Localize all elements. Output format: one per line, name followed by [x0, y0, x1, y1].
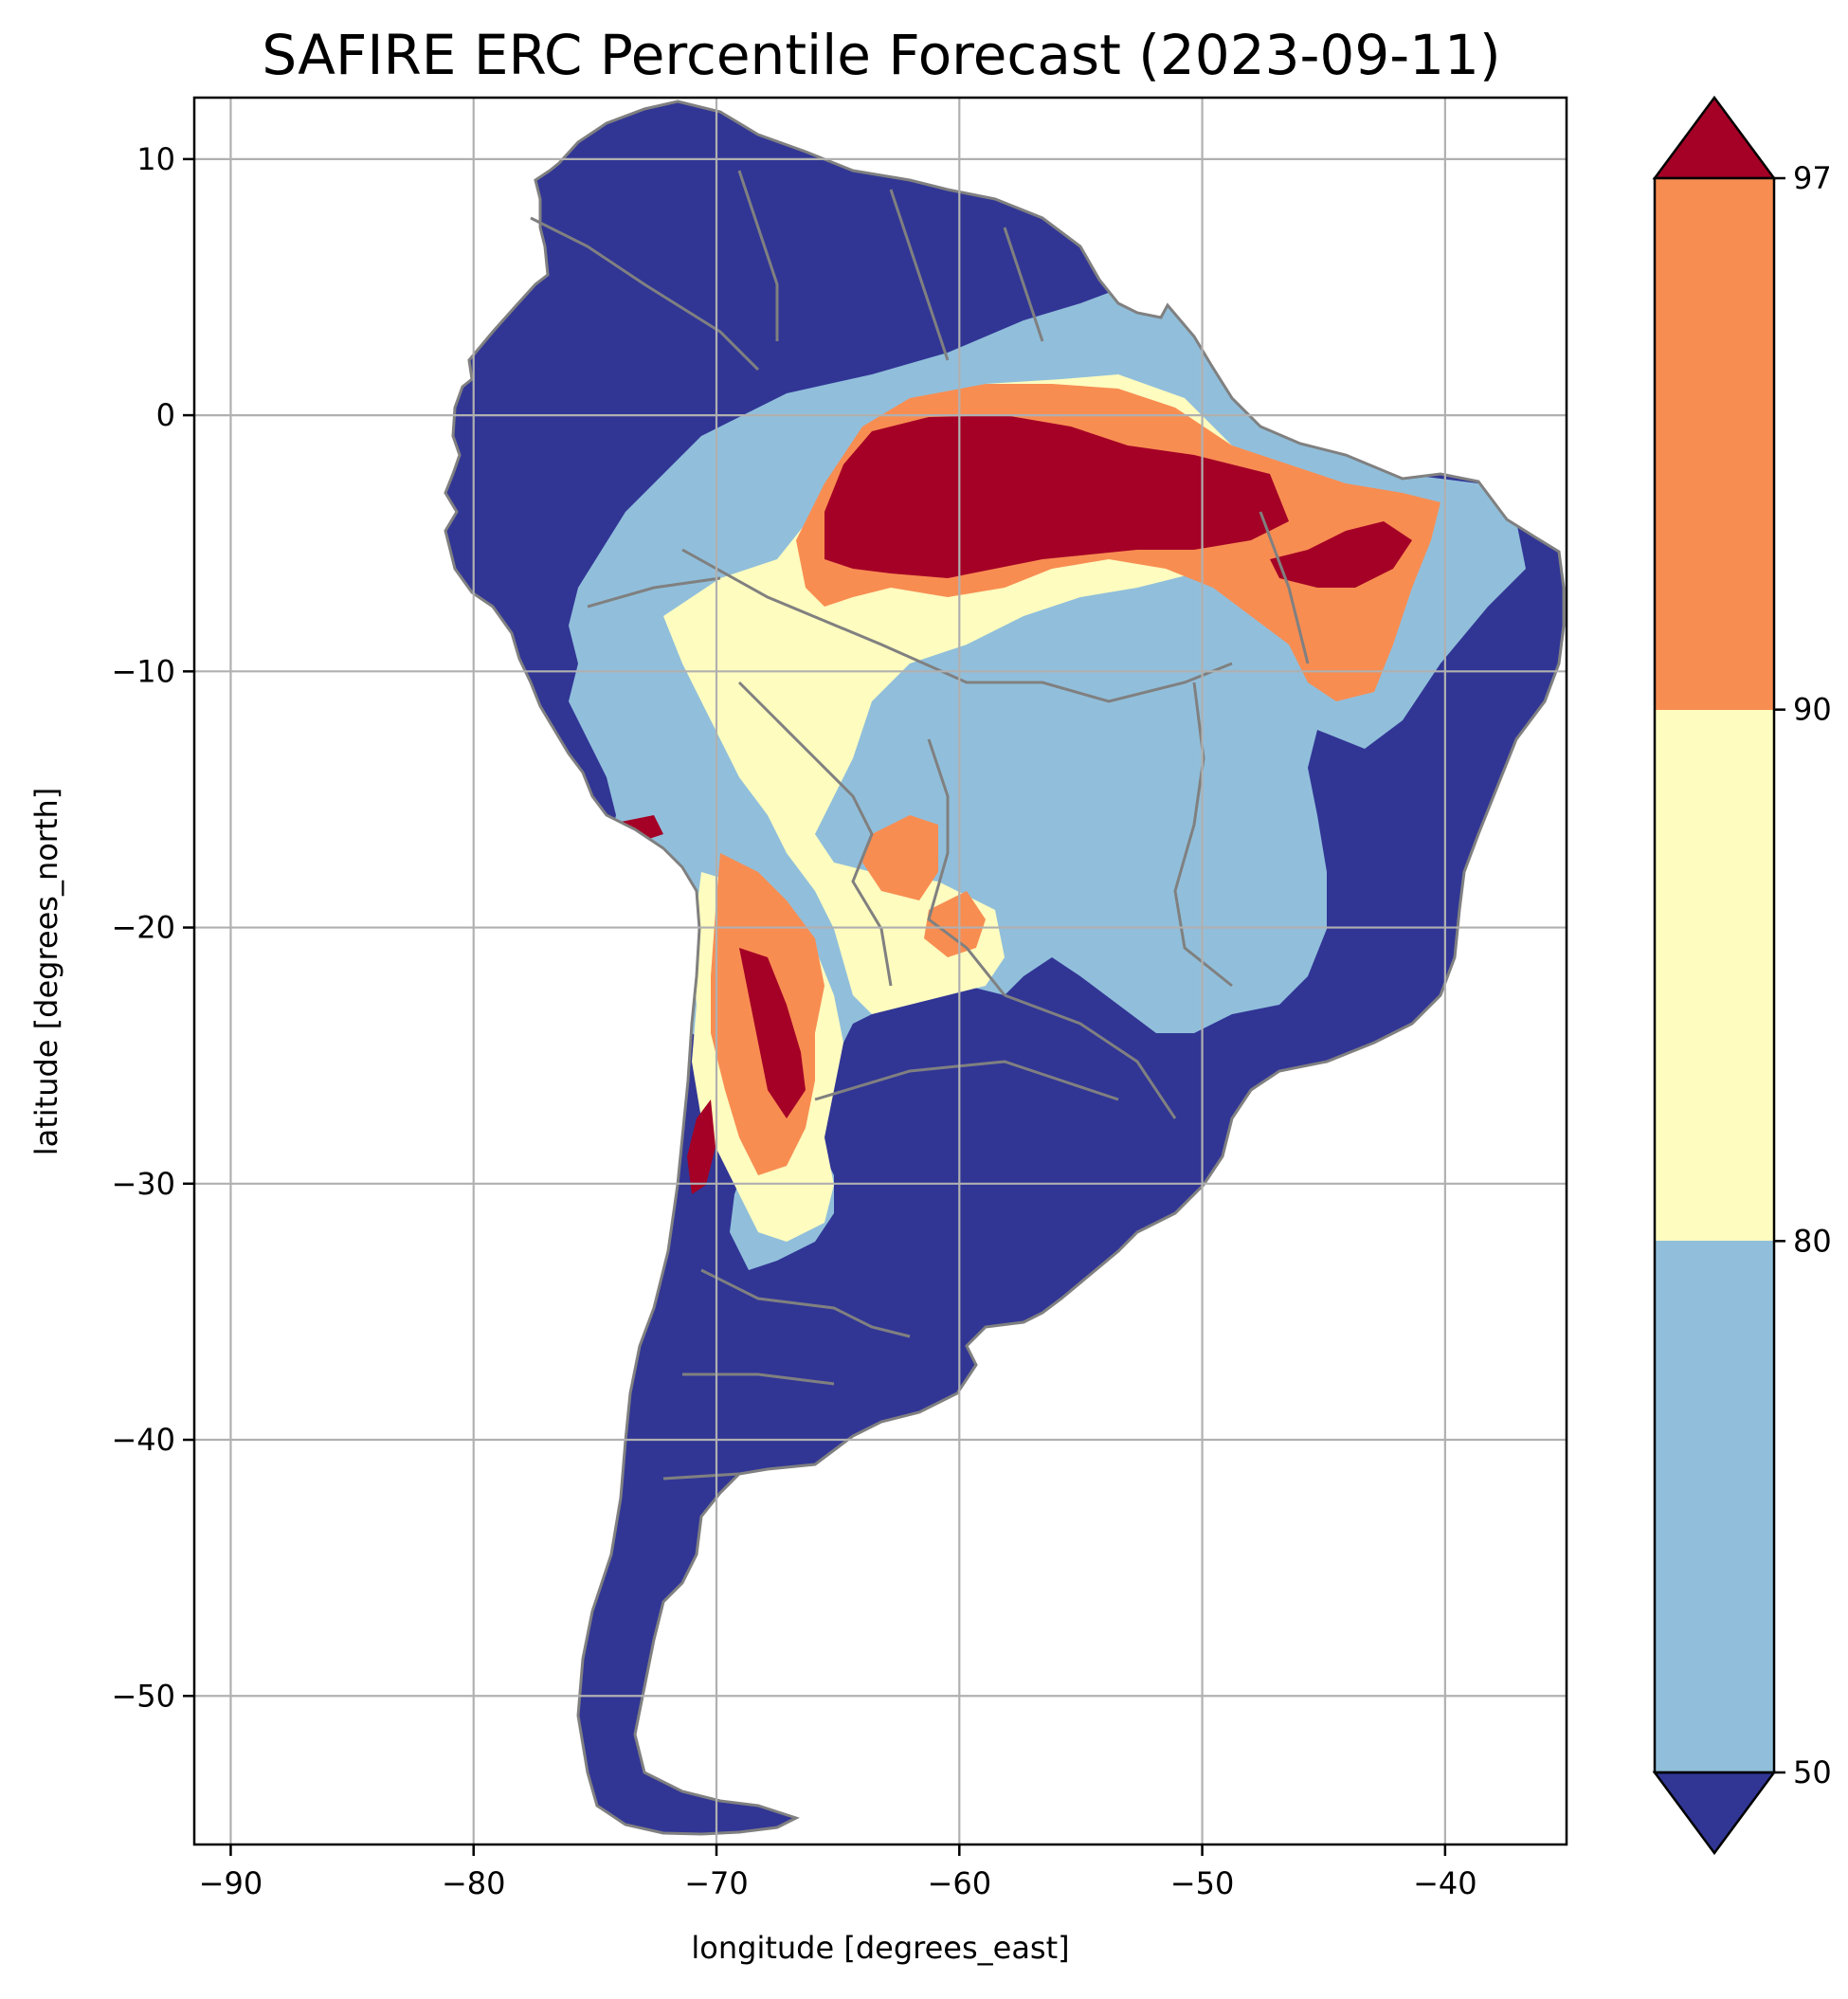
- y-tick-label: 10: [136, 141, 175, 177]
- colorbar-frame: [1653, 176, 1776, 1774]
- colorbar-tick-label: 50: [1793, 1754, 1832, 1790]
- colorbar-tick-label: 97: [1793, 160, 1832, 196]
- y-tick-label: −10: [111, 653, 175, 689]
- region-above-97-andes: [739, 948, 806, 1118]
- region-above-97: [824, 415, 1289, 578]
- colorbar-segment-80-90: [1655, 710, 1774, 1241]
- colorbar-extend-bottom: [1652, 1771, 1777, 1856]
- x-tick-label: −70: [684, 1865, 749, 1901]
- x-tick-label: −90: [199, 1865, 263, 1901]
- x-axis-label: longitude [degrees_east]: [691, 1930, 1069, 1966]
- colorbar-segment-90-97: [1655, 178, 1774, 710]
- gridlines: [194, 98, 1567, 1845]
- y-tick-label: 0: [156, 397, 175, 433]
- region-90-97-chaco: [862, 815, 938, 900]
- x-tick-label: −50: [1170, 1865, 1235, 1901]
- colorbar-ticks: 50 80 90 97: [1774, 160, 1832, 1790]
- region-90-97-bolivia: [924, 891, 986, 957]
- region-above-97-northeast: [1270, 521, 1412, 588]
- y-tick-label: −30: [111, 1166, 175, 1202]
- x-tick-label: −40: [1413, 1865, 1477, 1901]
- x-tick-label: −80: [442, 1865, 506, 1901]
- colorbar-tick-label: 90: [1793, 692, 1832, 728]
- plot-frame: [192, 96, 1568, 1846]
- x-tick-label: −60: [928, 1865, 992, 1901]
- colorbar-extend-top: [1652, 95, 1777, 180]
- y-axis-ticks: 10 0 −10 −20 −30 −40 −50: [111, 141, 194, 1714]
- y-axis-label: latitude [degrees_north]: [28, 788, 64, 1156]
- region-above-97-chile: [687, 1099, 716, 1194]
- colorbar-segment-50-80: [1655, 1241, 1774, 1772]
- x-axis-ticks: −90 −80 −70 −60 −50 −40: [199, 1845, 1477, 1901]
- colorbar-tick-label: 80: [1793, 1223, 1832, 1259]
- colorbar: 50 80 90 97: [1652, 95, 1832, 1856]
- chart-title: SAFIRE ERC Percentile Forecast (2023-09-…: [262, 23, 1500, 87]
- y-tick-label: −20: [111, 910, 175, 946]
- y-tick-label: −40: [111, 1422, 175, 1458]
- y-tick-label: −50: [111, 1678, 175, 1714]
